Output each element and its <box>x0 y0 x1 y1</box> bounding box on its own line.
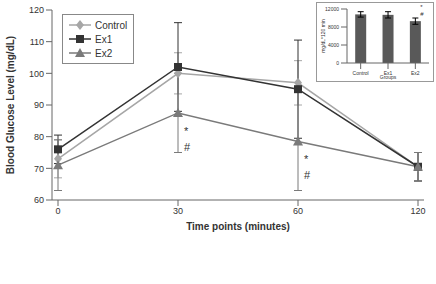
svg-text:8000: 8000 <box>328 24 339 30</box>
svg-text:30: 30 <box>173 206 183 216</box>
svg-text:110: 110 <box>30 37 44 47</box>
svg-text:100: 100 <box>29 69 44 79</box>
html-text:Ex1: Ex1 <box>95 33 113 45</box>
svg-text:#: # <box>184 141 191 153</box>
svg-text:12000: 12000 <box>325 6 339 12</box>
svg-text:60: 60 <box>34 195 44 205</box>
svg-text:0: 0 <box>336 60 339 66</box>
svg-text:*: * <box>420 4 423 10</box>
svg-text:90: 90 <box>34 100 44 110</box>
svg-text:Blood Glucose Level (mg/dL): Blood Glucose Level (mg/dL) <box>8 36 16 174</box>
svg-text:4000: 4000 <box>328 42 339 48</box>
svg-text:#: # <box>304 169 311 181</box>
svg-text:*: * <box>184 125 189 137</box>
svg-text:#: # <box>420 11 424 17</box>
svg-text:120: 120 <box>410 206 425 216</box>
svg-text:80: 80 <box>34 132 44 142</box>
svg-text:60: 60 <box>293 206 303 216</box>
svg-text:Groups: Groups <box>380 74 397 80</box>
svg-text:Ex2: Ex2 <box>411 70 420 76</box>
html-text:Ex2: Ex2 <box>95 47 113 59</box>
svg-text:Ex1: Ex1 <box>383 69 393 76</box>
svg-text:mg/dL*120 min: mg/dL*120 min <box>320 19 326 53</box>
svg-text:70: 70 <box>34 164 44 174</box>
svg-text:Control: Control <box>353 70 369 76</box>
svg-text:*: * <box>304 153 309 165</box>
svg-text:120: 120 <box>29 5 44 15</box>
svg-text:0: 0 <box>55 206 60 216</box>
svg-text:Time points (minutes): Time points (minutes) <box>186 221 290 232</box>
html-text:Control: Control <box>95 19 128 31</box>
